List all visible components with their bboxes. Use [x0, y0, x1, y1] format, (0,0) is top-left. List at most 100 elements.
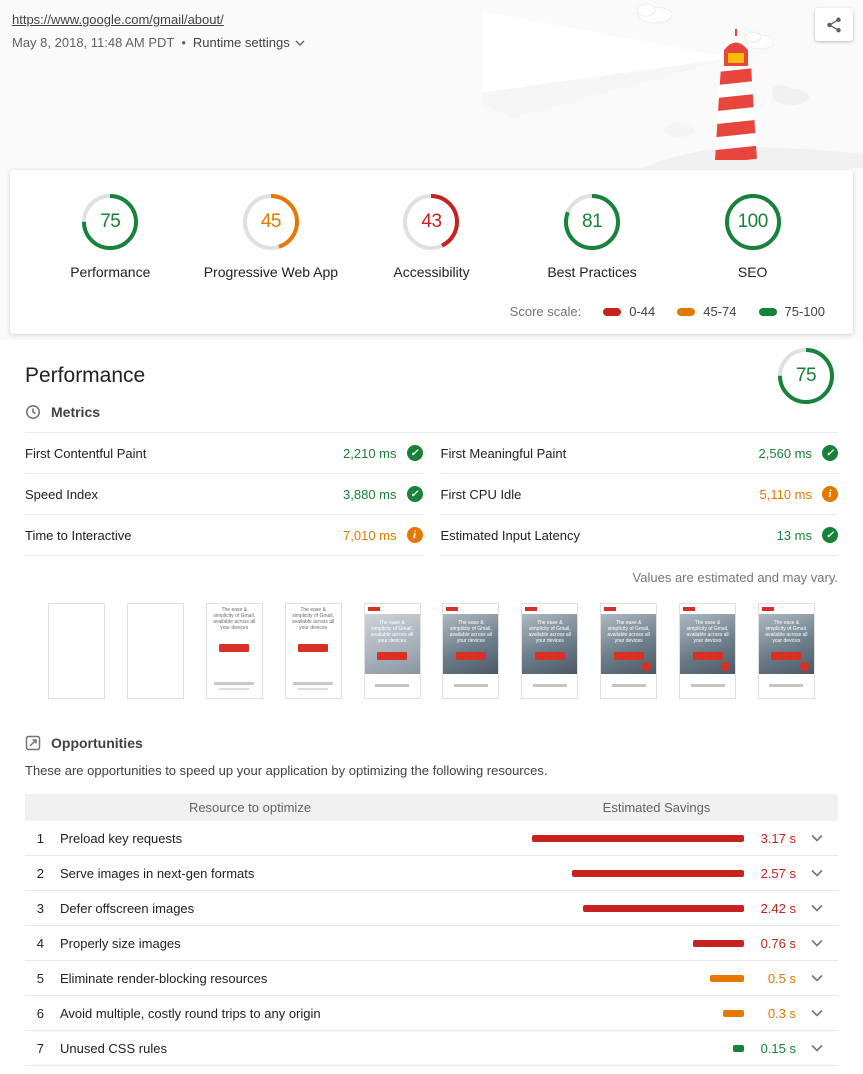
report-meta-line: May 8, 2018, 11:48 AM PDT • Runtime sett… [12, 35, 863, 50]
opportunity-label: Properly size images [60, 935, 181, 951]
savings-value: 0.15 s [760, 1040, 796, 1056]
pass-check-icon [406, 445, 423, 461]
filmstrip-frame [48, 603, 105, 699]
score-value: 43 [421, 211, 442, 232]
scores-summary-card: 75 Performance 45 Progressive Web App [10, 170, 853, 334]
pass-check-icon [822, 527, 838, 543]
opportunities-title: Opportunities [51, 735, 143, 751]
chevron-down-icon[interactable] [796, 974, 838, 982]
opportunity-index: 3 [36, 900, 44, 916]
savings-bar-zone [532, 1044, 744, 1052]
opportunity-label: Unused CSS rules [60, 1040, 167, 1056]
metric-value: 3,880 ms [343, 486, 397, 502]
average-pill-icon [677, 307, 696, 316]
metric-row: Estimated Input Latency 13 ms [440, 515, 838, 556]
column-resource: Resource to optimize [188, 800, 312, 815]
savings-bar [710, 974, 744, 982]
savings-value: 0.5 s [767, 970, 796, 986]
metric-row: First CPU Idle 5,110 ms [440, 474, 838, 515]
metric-value: 7,010 ms [343, 527, 397, 543]
opportunities-header: Opportunities [25, 735, 838, 751]
savings-bar [733, 1044, 744, 1052]
filmstrip-frame [205, 603, 263, 699]
opportunity-row[interactable]: 6 Avoid multiple, costly round trips to … [25, 996, 838, 1031]
pass-check-icon [822, 445, 838, 461]
opportunity-label: Defer offscreen images [60, 900, 195, 916]
metric-row: First Contentful Paint 2,210 ms [25, 433, 423, 474]
metric-row: Speed Index 3,880 ms [25, 474, 423, 515]
chevron-down-icon[interactable] [796, 869, 838, 877]
savings-value: 2.57 s [760, 865, 796, 881]
estimates-disclaimer: Values are estimated and may vary. [632, 570, 838, 585]
savings-bar-zone [532, 869, 744, 877]
score-label: Accessibility [393, 264, 470, 280]
fail-pill-icon [603, 307, 622, 316]
chevron-down-icon [295, 40, 305, 46]
scale-range-fail: 0-44 [603, 304, 655, 319]
score-scale-legend: Score scale: 0-44 45-74 75-100 [510, 304, 825, 319]
performance-title: Performance [25, 364, 146, 387]
savings-bar-zone [532, 834, 744, 842]
savings-bar [532, 834, 744, 842]
filmstrip [48, 603, 815, 699]
chevron-down-icon[interactable] [796, 904, 838, 912]
opportunity-row[interactable]: 1 Preload key requests 3.17 s [25, 821, 838, 856]
chevron-down-icon[interactable] [796, 1009, 838, 1017]
share-icon [827, 17, 841, 32]
column-savings: Estimated Savings [602, 800, 711, 815]
runtime-settings-toggle[interactable]: Runtime settings [193, 35, 305, 50]
filmstrip-frame [600, 603, 658, 699]
meta-separator: • [181, 35, 186, 50]
savings-bar [722, 1009, 744, 1017]
report-date: May 8, 2018, 11:48 AM PDT [12, 35, 175, 50]
savings-bar [572, 869, 744, 877]
opportunity-row[interactable]: 4 Properly size images 0.76 s [25, 926, 838, 961]
opportunity-row[interactable]: 7 Unused CSS rules 0.15 s [25, 1031, 838, 1066]
scale-range-pass: 75-100 [758, 304, 825, 319]
score-gauge-best-practices[interactable]: 81 Best Practices [512, 192, 672, 280]
metric-row: Time to Interactive 7,010 ms [25, 515, 423, 556]
score-label: SEO [737, 264, 768, 280]
metric-value: 5,110 ms [759, 486, 812, 502]
score-gauge-seo[interactable]: 100 SEO [673, 192, 833, 280]
score-value: 75 [795, 365, 817, 386]
score-gauge-accessibility[interactable]: 43 Accessibility [351, 192, 511, 280]
metrics-table: First Contentful Paint 2,210 ms First Me… [25, 432, 838, 556]
score-value: 75 [100, 211, 121, 232]
savings-bar-zone [532, 974, 744, 982]
share-button[interactable] [815, 8, 853, 41]
metrics-header: Metrics [25, 404, 838, 420]
filmstrip-frame [126, 603, 184, 699]
filmstrip-frame [363, 603, 421, 699]
metric-value: 13 ms [776, 527, 812, 543]
filmstrip-frame [757, 603, 815, 699]
savings-bar [693, 939, 744, 947]
report-url-link[interactable]: https://www.google.com/gmail/about/ [12, 12, 224, 27]
filmstrip-frame [679, 603, 736, 699]
opportunity-row[interactable]: 3 Defer offscreen images 2.42 s [25, 891, 838, 926]
opportunity-row[interactable]: 5 Eliminate render-blocking resources 0.… [25, 961, 838, 996]
opportunity-index: 2 [36, 865, 44, 881]
chevron-down-icon[interactable] [796, 1044, 838, 1052]
opportunities-table-header: Resource to optimize Estimated Savings [25, 794, 838, 821]
score-value: 45 [260, 211, 282, 232]
info-icon [822, 486, 838, 502]
score-value: 81 [582, 211, 603, 232]
score-gauge-performance[interactable]: 75 Performance [30, 192, 190, 280]
savings-value: 0.76 s [760, 935, 796, 951]
info-icon [406, 527, 423, 543]
savings-bar [582, 904, 744, 912]
chevron-down-icon[interactable] [796, 834, 838, 842]
filmstrip-frame [442, 603, 500, 699]
metrics-title: Metrics [51, 404, 101, 420]
savings-bar-zone [532, 939, 744, 947]
chevron-down-icon[interactable] [796, 939, 838, 947]
metric-value: 2,210 ms [343, 445, 397, 461]
opportunity-row[interactable]: 2 Serve images in next-gen formats 2.57 … [25, 856, 838, 891]
opportunities-description: These are opportunities to speed up your… [25, 763, 548, 778]
opportunity-label: Eliminate render-blocking resources [60, 970, 268, 986]
score-label: Best Practices [547, 264, 637, 280]
metric-row: First Meaningful Paint 2,560 ms [440, 433, 838, 474]
score-scale-label: Score scale: [509, 304, 582, 319]
score-gauge-pwa[interactable]: 45 Progressive Web App [191, 192, 351, 280]
